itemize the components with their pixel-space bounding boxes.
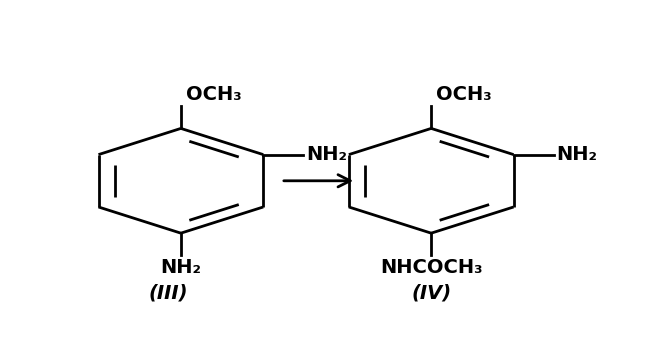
Text: NHCOCH₃: NHCOCH₃ (380, 258, 483, 277)
Text: (III): (III) (149, 283, 188, 302)
Text: NH₂: NH₂ (556, 145, 597, 164)
Text: NH₂: NH₂ (160, 258, 202, 277)
Text: OCH₃: OCH₃ (186, 84, 242, 103)
Text: OCH₃: OCH₃ (436, 84, 492, 103)
Text: NH₂: NH₂ (306, 145, 347, 164)
Text: (IV): (IV) (411, 283, 452, 302)
